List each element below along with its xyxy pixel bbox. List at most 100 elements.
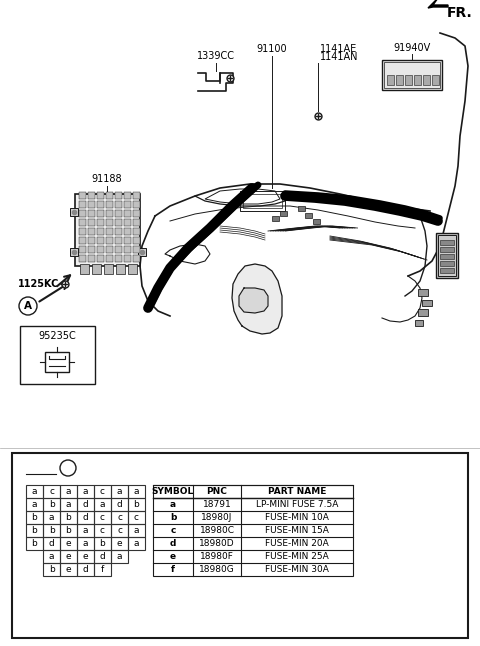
- Text: PART NAME: PART NAME: [268, 487, 326, 496]
- Text: 91100: 91100: [257, 44, 288, 54]
- Bar: [70, 208, 78, 216]
- Text: FUSE-MIN 20A: FUSE-MIN 20A: [265, 539, 329, 548]
- Text: b: b: [66, 513, 72, 522]
- Text: c: c: [49, 487, 54, 496]
- Bar: [115, 219, 122, 226]
- Text: c: c: [117, 513, 122, 522]
- Text: 91188: 91188: [92, 174, 122, 184]
- Text: b: b: [48, 565, 54, 574]
- Bar: [75, 194, 140, 266]
- Bar: [133, 228, 140, 235]
- Bar: [26, 498, 43, 511]
- Text: b: b: [133, 500, 139, 509]
- Text: 18980D: 18980D: [199, 539, 235, 548]
- Bar: [94, 550, 111, 563]
- Bar: [128, 511, 145, 524]
- Text: a: a: [66, 500, 71, 509]
- Text: a: a: [83, 487, 88, 496]
- Bar: [106, 246, 113, 253]
- Text: d: d: [170, 539, 176, 548]
- Text: a: a: [134, 526, 139, 535]
- Bar: [115, 228, 122, 235]
- Text: A: A: [24, 301, 32, 311]
- Bar: [77, 550, 94, 563]
- Bar: [88, 246, 95, 253]
- Text: 1339CC: 1339CC: [197, 51, 235, 61]
- Bar: [124, 228, 131, 235]
- Text: f: f: [101, 565, 104, 574]
- Text: LP-MINI FUSE 7.5A: LP-MINI FUSE 7.5A: [256, 500, 338, 509]
- Bar: [26, 511, 43, 524]
- Text: b: b: [32, 526, 37, 535]
- Text: c: c: [134, 513, 139, 522]
- Bar: [124, 210, 131, 217]
- Bar: [77, 498, 94, 511]
- Bar: [43, 563, 60, 576]
- Text: 18980C: 18980C: [200, 526, 235, 535]
- Bar: [440, 268, 454, 273]
- Bar: [97, 246, 104, 253]
- Text: 18980J: 18980J: [201, 513, 233, 522]
- Bar: [106, 228, 113, 235]
- Bar: [106, 192, 113, 199]
- Bar: [60, 485, 77, 498]
- Text: e: e: [83, 552, 88, 561]
- Bar: [138, 248, 146, 256]
- Bar: [422, 300, 432, 306]
- Bar: [97, 201, 104, 208]
- Bar: [88, 201, 95, 208]
- Text: 18980G: 18980G: [199, 565, 235, 574]
- Bar: [414, 75, 421, 85]
- Bar: [396, 75, 403, 85]
- Bar: [124, 201, 131, 208]
- Bar: [128, 485, 145, 498]
- Bar: [133, 237, 140, 244]
- Text: FUSE-MIN 10A: FUSE-MIN 10A: [265, 513, 329, 522]
- Bar: [77, 563, 94, 576]
- Text: b: b: [32, 513, 37, 522]
- Text: c: c: [100, 487, 105, 496]
- Bar: [97, 237, 104, 244]
- Bar: [88, 228, 95, 235]
- Bar: [133, 192, 140, 199]
- Bar: [111, 537, 128, 550]
- Text: SYMBOL: SYMBOL: [152, 487, 194, 496]
- Bar: [243, 194, 282, 208]
- Bar: [60, 524, 77, 537]
- Text: b: b: [100, 539, 106, 548]
- Text: e: e: [66, 565, 72, 574]
- Text: a: a: [66, 487, 71, 496]
- Bar: [115, 201, 122, 208]
- Bar: [60, 550, 77, 563]
- Bar: [45, 352, 69, 372]
- Bar: [97, 219, 104, 226]
- Bar: [43, 550, 60, 563]
- Bar: [79, 255, 86, 262]
- Text: e: e: [170, 552, 176, 561]
- Text: a: a: [32, 500, 37, 509]
- Bar: [440, 240, 454, 245]
- Bar: [70, 248, 78, 256]
- Text: a: a: [49, 552, 54, 561]
- Bar: [240, 191, 285, 211]
- Text: A: A: [64, 463, 72, 473]
- Text: 1141AN: 1141AN: [320, 52, 359, 62]
- Text: 95235C: 95235C: [38, 331, 76, 341]
- Text: b: b: [170, 513, 176, 522]
- Bar: [88, 219, 95, 226]
- Text: e: e: [66, 552, 72, 561]
- Bar: [79, 219, 86, 226]
- Text: c: c: [170, 526, 176, 535]
- Bar: [111, 498, 128, 511]
- Bar: [111, 485, 128, 498]
- Bar: [440, 261, 454, 266]
- Bar: [128, 498, 145, 511]
- Text: a: a: [134, 539, 139, 548]
- Bar: [106, 237, 113, 244]
- Text: a: a: [49, 513, 54, 522]
- Bar: [79, 192, 86, 199]
- Polygon shape: [239, 288, 268, 313]
- Bar: [133, 201, 140, 208]
- Bar: [12, 453, 468, 638]
- Text: d: d: [100, 552, 106, 561]
